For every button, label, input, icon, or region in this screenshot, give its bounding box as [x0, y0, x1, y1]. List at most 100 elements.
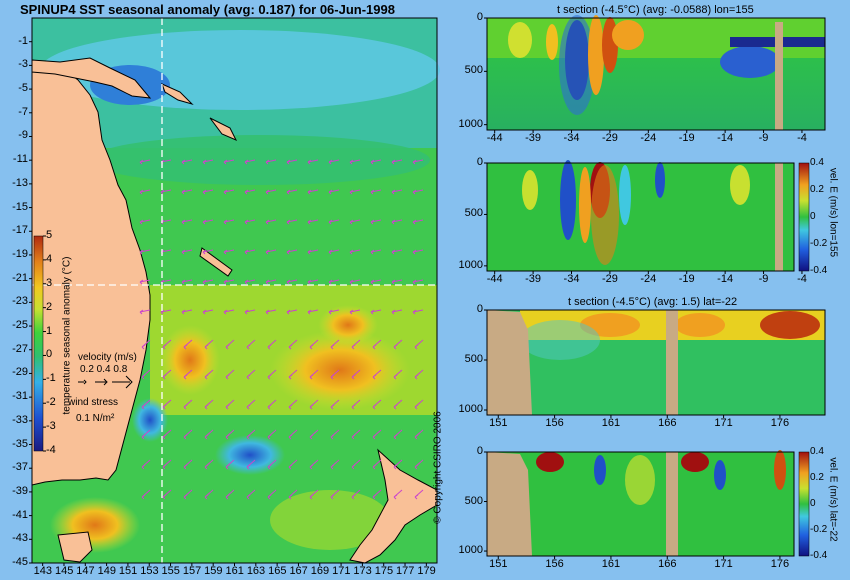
wind-arrow — [351, 399, 361, 410]
wind-arrow — [246, 399, 256, 410]
map-y-tick-label: -3 — [18, 58, 28, 71]
panel1-warm-core-1 — [588, 15, 604, 95]
section-y-tick-label: 1000 — [458, 117, 483, 130]
new-guinea-land — [31, 57, 152, 99]
section-x-tick-label: 166 — [658, 417, 677, 429]
map-y-tick-label: -43 — [12, 532, 28, 545]
wind-arrow — [330, 489, 340, 500]
solomon-islands-land — [209, 117, 238, 141]
section-y-tick-label: 500 — [464, 494, 483, 507]
wind-arrow — [225, 339, 235, 350]
section-x-tick-label: -34 — [563, 273, 580, 285]
wind-arrow — [181, 279, 193, 285]
map-colorbar-label: temperature seasonal anomaly (°C) — [61, 256, 73, 415]
panel4-east-patch — [625, 455, 655, 505]
section-y-tick-label: 1000 — [458, 544, 483, 557]
map-warm-anomaly-1 — [270, 330, 410, 410]
map-x-tick-label: 167 — [289, 565, 308, 577]
section-x-tick-label: -39 — [525, 273, 542, 285]
panel2-east-jet-3 — [522, 170, 538, 210]
section-y-tick-label: 0 — [476, 445, 483, 457]
panel2-colorbar — [798, 162, 810, 272]
wind-arrow — [286, 279, 298, 285]
wind-arrow — [286, 249, 298, 255]
wind-arrow — [351, 489, 361, 500]
map-x-tick-label: 161 — [225, 565, 244, 577]
velocity-legend-values: 0.2 0.4 0.8 — [80, 364, 128, 375]
wind-arrow — [372, 369, 382, 380]
wind-arrow — [412, 249, 424, 255]
wind-arrow — [391, 219, 403, 225]
wind-arrow — [183, 399, 193, 410]
velocity-legend-label: velocity (m/s) — [78, 352, 137, 363]
wind-arrow — [181, 249, 193, 255]
wind-arrow — [139, 189, 151, 195]
wind-arrow — [139, 279, 151, 285]
wind-arrow — [393, 459, 403, 470]
map-y-tick-label: -13 — [12, 176, 28, 189]
map-colorbar-tick-label: 4 — [46, 252, 53, 265]
wind-arrow — [330, 369, 340, 380]
wind-arrow — [328, 159, 340, 165]
map-y-tick-label: -5 — [18, 82, 28, 95]
section-x-tick-label: -9 — [758, 273, 769, 285]
wind-arrow — [160, 189, 172, 195]
wind-arrow — [183, 429, 193, 440]
wind-arrow — [141, 399, 151, 410]
section-x-tick-label: 156 — [545, 558, 564, 570]
wind-arrow — [286, 309, 298, 315]
map-x-tick-label: 143 — [33, 565, 53, 577]
wind-arrow — [183, 489, 193, 500]
main-title: SPINUP4 SST seasonal anomaly (avg: 0.187… — [20, 2, 395, 17]
velocity-colorbar-tick-label: -0.4 — [810, 265, 828, 276]
wind-arrow — [391, 309, 403, 315]
map-colorbar-tick-label: 3 — [46, 276, 53, 289]
section-y-tick-label: 500 — [464, 353, 483, 365]
new-britain-land — [161, 83, 194, 106]
wind-arrow — [267, 399, 277, 410]
wind-arrow — [141, 459, 151, 470]
wind-arrow — [351, 459, 361, 470]
wind-arrow — [246, 489, 256, 500]
wind-arrow — [204, 339, 214, 350]
wind-arrow — [267, 459, 277, 470]
map-y-tick-label: -31 — [12, 390, 28, 403]
wind-arrow — [412, 189, 424, 195]
velocity-legend-arrows — [78, 375, 133, 389]
wind-arrow — [309, 429, 319, 440]
wind-arrow — [330, 339, 340, 350]
map-warm-anomaly-2 — [318, 305, 378, 345]
velocity-colorbar-tick-label: 0 — [810, 498, 816, 509]
wind-arrow — [393, 399, 403, 410]
wind-stress-arrows — [139, 159, 424, 500]
section-x-tick-label: -29 — [601, 132, 618, 144]
section-x-tick-label: -19 — [678, 273, 695, 285]
panel3-warm-core-3 — [675, 313, 725, 337]
wind-arrow — [309, 399, 319, 410]
map-y-tick-label: -37 — [12, 461, 28, 474]
wind-arrow — [267, 339, 277, 350]
panel1-title: t section (-4.5°C) (avg: -0.0588) lon=15… — [557, 4, 754, 16]
panel1-cold-halo-1 — [559, 15, 595, 115]
panel2-colorbar-label: vel. E (m/s) lon=155 — [827, 167, 839, 258]
wind-arrow — [328, 279, 340, 285]
panel3-frame — [486, 309, 826, 416]
wind-arrow — [307, 159, 319, 165]
map-y-tick-label: -45 — [12, 556, 28, 568]
wind-arrow — [162, 429, 172, 440]
map-y-tick-label: -27 — [12, 342, 28, 355]
wind-arrow — [307, 279, 319, 285]
wind-arrow — [246, 369, 256, 380]
section-x-tick-label: -44 — [486, 273, 503, 285]
wind-arrow — [370, 279, 382, 285]
map-y-tick-label: -17 — [12, 224, 28, 237]
panel1-cold-core-2 — [720, 46, 780, 78]
wind-arrow — [225, 429, 235, 440]
map-x-tick-label: 173 — [353, 565, 372, 577]
panel1-warm-core-5 — [546, 24, 558, 60]
map-y-tick-label: -39 — [12, 484, 28, 497]
map-y-tick-label: -19 — [12, 247, 28, 260]
wind-arrow — [349, 159, 361, 165]
section-x-tick-label: 176 — [770, 558, 790, 570]
